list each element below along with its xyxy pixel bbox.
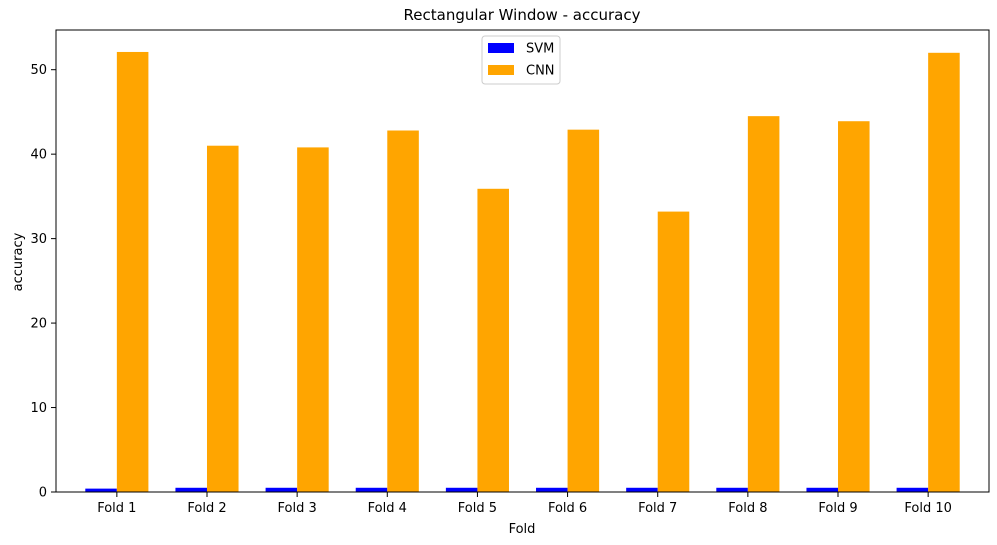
- bar-svm-7: [626, 487, 658, 492]
- bar-svm-4: [355, 487, 388, 492]
- x-tick-label: Fold 8: [728, 501, 767, 516]
- y-tick-label: 0: [39, 486, 47, 501]
- y-tick-label: 50: [30, 63, 47, 78]
- bar-cnn-2: [206, 145, 239, 492]
- bar-cnn-3: [297, 147, 329, 492]
- legend-label-cnn: CNN: [526, 64, 555, 79]
- bar-svm-9: [806, 487, 839, 492]
- bar-svm-6: [536, 487, 568, 492]
- bar-svm-2: [175, 487, 207, 492]
- bar-svm-8: [716, 487, 748, 492]
- axes-layer: 0 10 20 30 40 50 Fold 1 Fold 2 Fold 3 Fold 4 Fold …: [30, 29, 990, 516]
- bar-cnn-1: [116, 51, 149, 493]
- y-tick-label: 30: [30, 232, 47, 247]
- legend-swatch-svm: [488, 43, 514, 53]
- bar-cnn-8: [747, 116, 780, 493]
- x-tick-label: Fold 3: [278, 501, 317, 516]
- x-tick-label: Fold 10: [904, 501, 952, 516]
- bar-cnn-9: [838, 121, 870, 492]
- x-tick-label: Fold 5: [458, 501, 497, 516]
- bar-svm-10: [896, 487, 929, 492]
- bar-svm-5: [445, 487, 478, 492]
- bar-cnn-5: [477, 188, 509, 493]
- x-tick-label: Fold 4: [368, 501, 407, 516]
- x-tick-label: Fold 7: [638, 501, 677, 516]
- x-tick-label: Fold 1: [97, 501, 136, 516]
- bar-cnn-7: [657, 211, 690, 492]
- x-tick-label: Fold 6: [548, 501, 587, 516]
- y-tick-label: 10: [30, 401, 47, 416]
- x-tick-label: Fold 9: [818, 501, 857, 516]
- bars-layer: [85, 51, 960, 493]
- chart-title: Rectangular Window - accuracy: [404, 6, 641, 24]
- x-axis-label: Fold: [509, 522, 536, 537]
- legend-swatch-cnn: [488, 65, 514, 75]
- bar-svm-1: [85, 488, 117, 492]
- y-axis-label: accuracy: [11, 232, 26, 291]
- x-tick-label: Fold 2: [187, 501, 226, 516]
- plot-frame: [55, 29, 990, 493]
- y-tick-label: 20: [30, 317, 47, 332]
- bar-cnn-4: [387, 130, 419, 492]
- legend-label-svm: SVM: [526, 42, 554, 57]
- legend: SVM CNN: [481, 35, 561, 85]
- bar-cnn-6: [567, 129, 600, 492]
- y-tick-label: 40: [30, 148, 47, 163]
- bar-svm-3: [265, 487, 298, 492]
- bar-cnn-10: [928, 52, 960, 493]
